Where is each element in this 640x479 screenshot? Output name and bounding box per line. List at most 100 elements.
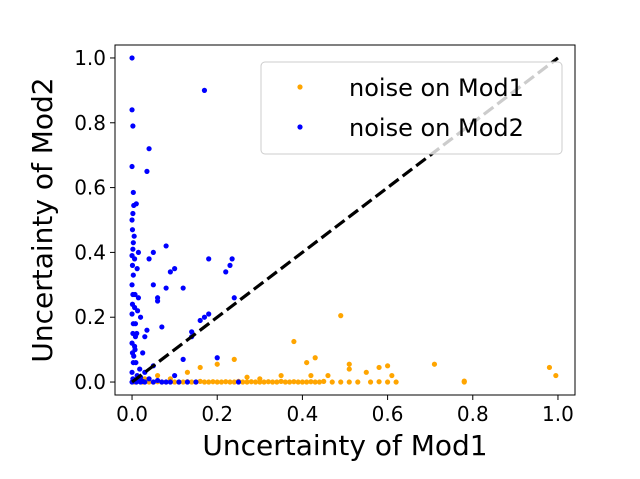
scatter-point <box>134 266 140 272</box>
scatter-point <box>130 189 136 196</box>
scatter-point <box>261 379 267 385</box>
scatter-point <box>180 285 186 291</box>
scatter-point <box>231 356 237 362</box>
scatter-point <box>235 379 242 385</box>
scatter-point <box>131 343 138 349</box>
scatter-point <box>257 376 263 382</box>
scatter-point <box>172 266 178 272</box>
scatter-point <box>129 369 135 375</box>
x-axis-label: Uncertainty of Mod1 <box>202 429 487 462</box>
scatter-point <box>384 379 391 385</box>
scatter-point <box>553 372 559 379</box>
y-tick-label: 0.6 <box>74 176 106 200</box>
scatter-point <box>367 379 374 385</box>
scatter-point <box>252 379 259 385</box>
scatter-point <box>159 379 165 385</box>
scatter-point <box>321 378 327 384</box>
scatter-point <box>206 379 212 385</box>
scatter-point <box>206 256 212 262</box>
scatter-point <box>393 379 399 385</box>
scatter-point <box>144 327 150 333</box>
y-axis-ticks: 0.0 0.2 0.4 0.6 0.8 1.0 <box>74 46 115 394</box>
scatter-point <box>189 329 195 335</box>
scatter-point <box>129 311 135 317</box>
scatter-point <box>206 311 212 317</box>
legend-label: noise on Mod2 <box>349 114 524 142</box>
scatter-point <box>304 379 310 385</box>
scatter-point <box>129 282 135 288</box>
scatter-point <box>218 379 225 385</box>
scatter-point <box>248 379 254 385</box>
scatter-point <box>146 256 152 262</box>
scatter-point <box>274 379 280 385</box>
scatter-point <box>172 372 178 379</box>
scatter-point <box>278 378 284 384</box>
scatter-point <box>130 246 136 252</box>
scatter-point <box>201 379 208 385</box>
scatter-point <box>299 379 306 385</box>
scatter-point <box>131 353 137 359</box>
series-1 <box>131 313 559 385</box>
scatter-point <box>134 308 141 314</box>
scatter-point <box>167 379 173 385</box>
y-tick-label: 0.4 <box>74 240 106 264</box>
scatter-point <box>140 378 146 384</box>
scatter-point <box>154 377 161 384</box>
y-tick-label: 0.8 <box>74 111 106 135</box>
x-axis-ticks: 0.0 0.2 0.4 0.6 0.8 1.0 <box>116 395 574 426</box>
scatter-point <box>282 379 288 385</box>
scatter-point <box>227 379 233 385</box>
scatter-point <box>150 249 156 256</box>
scatter-point <box>214 355 220 361</box>
scatter-point <box>133 201 139 207</box>
scatter-point <box>355 379 361 385</box>
scatter-point <box>325 372 331 379</box>
scatter-point <box>244 374 250 380</box>
scatter-point <box>129 262 136 268</box>
scatter-point <box>231 295 237 301</box>
scatter-point <box>291 338 297 345</box>
x-tick-label: 0.0 <box>116 402 148 426</box>
legend-box <box>260 61 563 155</box>
legend-marker <box>297 124 303 130</box>
scatter-point <box>184 379 191 385</box>
scatter-point <box>135 295 142 301</box>
scatter-point <box>389 372 395 379</box>
scatter-point <box>308 372 314 379</box>
scatter-point <box>197 378 203 384</box>
scatter-point <box>312 379 318 385</box>
scatter-point <box>223 379 229 385</box>
scatter-point <box>384 363 391 369</box>
x-tick-label: 0.2 <box>201 402 233 426</box>
scatter-point <box>163 379 169 385</box>
scatter-point <box>129 55 135 61</box>
scatter-point <box>163 285 169 291</box>
scatter-point <box>180 379 186 385</box>
scatter-point <box>130 272 136 278</box>
scatter-point <box>142 334 148 340</box>
scatter-point <box>240 379 246 385</box>
scatter-point <box>184 369 191 375</box>
scatter-point <box>154 298 161 304</box>
scatter-point <box>363 369 369 375</box>
scatter-point <box>132 321 139 327</box>
scatter-point <box>295 379 301 385</box>
scatter-point <box>135 249 142 256</box>
scatter-point <box>172 379 178 385</box>
scatter-point <box>150 282 156 288</box>
scatter-point <box>131 256 138 262</box>
scatter-point <box>132 291 138 298</box>
scatter-point <box>376 364 382 371</box>
y-axis-label: Uncertainty of Mod2 <box>26 77 59 362</box>
legend-label: noise on Mod1 <box>349 74 524 102</box>
legend: noise on Mod1 noise on Mod2 <box>260 61 563 155</box>
scatter-point <box>167 269 173 275</box>
scatter-point <box>210 379 216 385</box>
scatter-point <box>129 107 135 113</box>
scatter-point <box>244 379 250 385</box>
scatter-point <box>329 379 335 385</box>
scatter-point <box>159 324 165 330</box>
scatter-point <box>346 361 352 367</box>
scatter-point <box>137 314 144 320</box>
scatter-point <box>130 210 136 217</box>
